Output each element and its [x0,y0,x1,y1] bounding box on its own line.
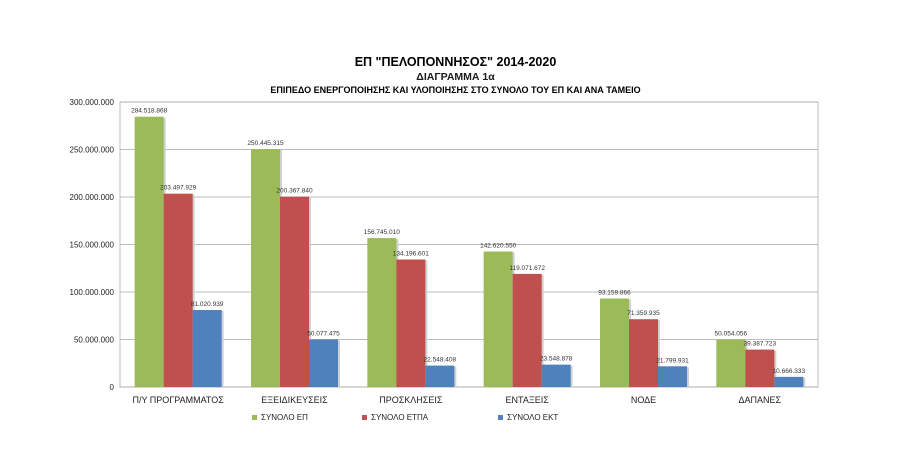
legend-swatch [498,415,503,420]
chart-description: ΕΠΙΠΕΔΟ ΕΝΕΡΓΟΠΟΙΗΣΗΣ ΚΑΙ ΥΛΟΠΟΙΗΣΗΣ ΣΤΟ… [270,85,641,95]
data-label: 134.196.601 [393,251,430,258]
x-tick-label: ΔΑΠΑΝΕΣ [739,395,782,405]
data-label: 119.071.672 [509,265,545,272]
data-label: 203.497.929 [160,185,197,192]
data-label: 50.077.475 [307,330,340,337]
legend-label: ΣΥΝΟΛΟ ΕΠ [261,413,308,422]
data-label: 39.387.723 [744,341,777,348]
y-tick-label: 50.000.000 [74,336,115,345]
bar [716,339,746,387]
x-tick-label: ΠΡΟΣΚΛΗΣΕΙΣ [379,395,443,405]
data-label: 156.745.010 [364,229,401,236]
x-tick-label: Π/Υ ΠΡΟΓΡΑΜΜΑΤΟΣ [132,395,224,405]
bar [483,251,513,387]
bar [192,310,222,387]
bar [251,149,280,387]
data-label: 10.666.333 [773,368,806,375]
data-label: 250.445.315 [247,140,284,147]
legend-swatch [252,415,257,420]
data-label: 81.020.939 [191,301,224,308]
bar [512,273,542,387]
bar [396,259,426,387]
bar [774,376,804,387]
data-label: 93.159.866 [598,289,631,296]
data-label: 23.548.878 [540,356,573,363]
y-tick-label: 150.000.000 [70,241,115,250]
y-tick-label: 300.000.000 [70,98,115,107]
data-label: 284.518.868 [131,108,168,115]
data-label: 22.548.408 [424,357,457,364]
y-tick-label: 250.000.000 [70,146,115,155]
bar [425,365,455,387]
bar [541,364,571,387]
y-tick-label: 200.000.000 [70,193,115,202]
x-tick-label: ΕΝΤΑΞΕΙΣ [506,395,550,405]
data-label: 71.359.935 [627,310,660,317]
bar [745,349,775,387]
bar [629,319,658,387]
legend-label: ΣΥΝΟΛΟ ΕΤΠΑ [371,413,429,422]
bar [309,339,338,387]
data-label: 200.367.840 [276,188,313,195]
data-label: 50.054.056 [715,330,748,337]
bar [163,193,193,387]
chart-subtitle: ΔΙΑΓΡΑΜΜΑ 1α [416,71,495,83]
bar [658,366,687,387]
x-tick-label: ΝΟΔΕ [631,395,656,405]
data-label: 21.799.931 [656,357,689,364]
chart-title: ΕΠ "ΠΕΛΟΠΟΝΝΗΣΟΣ" 2014-2020 [354,55,557,69]
legend-swatch [362,415,367,420]
x-tick-label: ΕΞΕΙΔΙΚΕΥΣΕΙΣ [261,395,328,405]
bar [134,116,164,387]
y-tick-label: 0 [110,383,115,392]
bar [280,196,309,387]
legend-label: ΣΥΝΟΛΟ ΕΚΤ [507,413,558,422]
y-tick-label: 100.000.000 [70,288,115,297]
bar [367,238,397,387]
data-label: 142.620.550 [480,243,517,250]
bar [600,298,629,387]
